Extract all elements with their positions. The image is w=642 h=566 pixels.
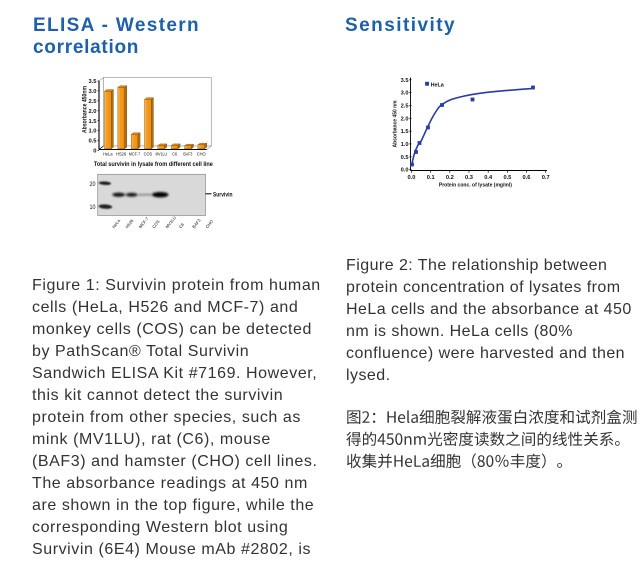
svg-text:0.7: 0.7 (542, 175, 550, 181)
svg-text:0.6: 0.6 (523, 175, 531, 181)
svg-text:HeLa: HeLa (431, 82, 445, 88)
svg-text:0.0: 0.0 (408, 175, 416, 181)
svg-text:MCF-7: MCF-7 (129, 151, 141, 156)
svg-text:HeLa: HeLa (103, 151, 113, 156)
svg-text:1.0: 1.0 (88, 129, 96, 135)
svg-text:Absorbance 450 nm: Absorbance 450 nm (393, 100, 399, 147)
svg-text:0.0: 0.0 (401, 168, 409, 174)
svg-text:2.5: 2.5 (401, 104, 409, 110)
svg-text:C6: C6 (172, 151, 177, 156)
svg-text:0.5: 0.5 (503, 175, 511, 181)
svg-text:0.5: 0.5 (401, 155, 409, 161)
svg-text:2.0: 2.0 (401, 116, 409, 122)
svg-text:Absorbance 450nm: Absorbance 450nm (82, 86, 89, 133)
svg-text:0.4: 0.4 (484, 175, 493, 181)
svg-text:2.0: 2.0 (88, 109, 96, 115)
svg-text:0: 0 (93, 149, 96, 155)
svg-text:1.5: 1.5 (88, 119, 97, 125)
svg-text:Protein conc. of lysate (mg/ml: Protein conc. of lysate (mg/ml) (439, 183, 512, 189)
svg-text:0.3: 0.3 (465, 175, 473, 181)
svg-text:COS: COS (144, 151, 153, 156)
svg-text:BAF3: BAF3 (191, 217, 202, 229)
svg-text:MV1LU: MV1LU (155, 151, 167, 156)
svg-text:BAF3: BAF3 (183, 151, 192, 156)
svg-text:10: 10 (90, 204, 96, 211)
svg-text:1.5: 1.5 (401, 129, 409, 135)
svg-text:CHO: CHO (197, 151, 206, 156)
svg-text:C6: C6 (178, 221, 186, 229)
svg-text:H526: H526 (124, 218, 135, 229)
svg-text:20: 20 (90, 181, 96, 188)
svg-text:0.2: 0.2 (446, 175, 454, 181)
svg-text:1.0: 1.0 (401, 142, 409, 148)
svg-text:3.0: 3.0 (88, 89, 96, 95)
svg-text:COS: COS (151, 219, 161, 229)
svg-text:0.1: 0.1 (427, 175, 435, 181)
svg-text:CHO: CHO (204, 218, 214, 229)
svg-text:H526: H526 (116, 151, 126, 156)
svg-text:MV1LU: MV1LU (164, 215, 177, 229)
svg-text:Survivin: Survivin (213, 191, 233, 198)
svg-text:2.5: 2.5 (88, 99, 97, 105)
svg-text:Total survivin in lysate from: Total survivin in lysate from different … (94, 161, 213, 168)
svg-text:HeLa: HeLa (111, 218, 122, 229)
svg-text:0.5: 0.5 (88, 139, 97, 145)
svg-text:3.0: 3.0 (401, 91, 409, 97)
svg-text:3.5: 3.5 (401, 78, 409, 84)
svg-text:MCF-7: MCF-7 (138, 216, 150, 230)
svg-text:3.5: 3.5 (88, 79, 97, 85)
